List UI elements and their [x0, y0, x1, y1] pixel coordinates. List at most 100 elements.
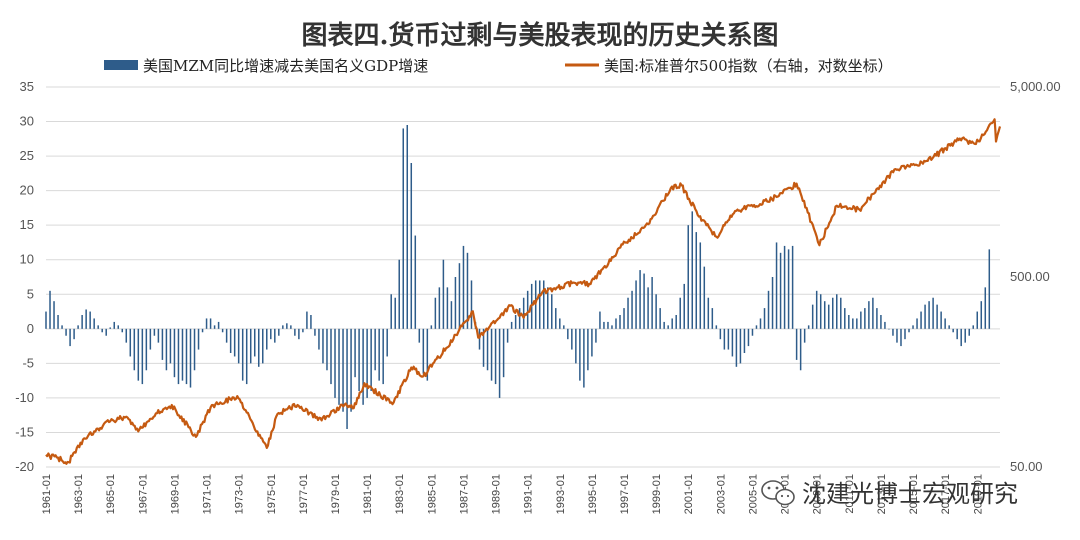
- bar-mark: [165, 328, 168, 371]
- legend-bar-label: 美国MZM同比增速减去美国名义GDP增速: [143, 57, 428, 75]
- bar-mark: [928, 301, 930, 329]
- bar-mark: [587, 328, 589, 371]
- bar-mark: [775, 242, 778, 329]
- x-tick-label: 1981-01: [362, 474, 374, 514]
- bar-mark: [233, 328, 236, 357]
- bar-mark: [848, 315, 850, 329]
- bar-mark: [462, 245, 465, 329]
- bar-mark: [350, 328, 352, 412]
- y-tick-label: 25: [20, 148, 34, 163]
- bar-mark: [727, 328, 730, 350]
- bar-mark: [731, 328, 734, 357]
- bar-mark: [145, 328, 148, 371]
- bar-mark: [675, 315, 677, 329]
- bar-mark: [274, 328, 276, 343]
- bar-mark: [241, 328, 244, 381]
- bar-mark: [358, 328, 360, 391]
- bar-mark: [450, 301, 453, 329]
- bar-mark: [286, 323, 288, 329]
- bar-mark: [306, 311, 308, 329]
- bar-mark: [342, 328, 344, 412]
- bar-mark: [502, 328, 505, 378]
- bar-mark: [627, 297, 629, 329]
- bar-mark: [85, 309, 87, 329]
- bar-series: [45, 125, 991, 429]
- bar-mark: [956, 328, 958, 340]
- x-tick-label: 1991-01: [523, 474, 535, 514]
- y-tick-label: -20: [15, 459, 34, 474]
- bar-mark: [783, 245, 786, 329]
- bar-mark: [133, 328, 136, 371]
- bar-mark: [667, 325, 669, 329]
- line-series: [45, 118, 1002, 465]
- bar-mark: [253, 328, 256, 357]
- bar-mark: [249, 328, 252, 364]
- legend-bar-swatch: [104, 60, 138, 70]
- bar-mark: [579, 328, 581, 381]
- bar-mark: [113, 321, 115, 329]
- bar-mark: [832, 297, 834, 329]
- wechat-icon: [761, 480, 795, 506]
- bar-mark: [518, 308, 521, 329]
- bar-mark: [446, 287, 449, 329]
- bar-mark: [872, 297, 874, 329]
- bar-mark: [197, 328, 200, 350]
- bar-mark: [390, 294, 392, 329]
- bar-mark: [149, 328, 152, 350]
- bar-mark: [426, 328, 429, 381]
- bar-mark: [980, 301, 983, 329]
- bar-mark: [920, 311, 922, 329]
- bar-mark: [779, 252, 782, 329]
- y-tick-label: -5: [22, 355, 34, 370]
- bar-mark: [221, 328, 224, 333]
- watermark: 沈建光博士宏观研究: [761, 480, 1018, 508]
- bar-mark: [948, 325, 950, 329]
- bar-mark: [378, 328, 380, 381]
- bar-mark: [386, 328, 388, 357]
- x-tick-label: 2019-01: [972, 474, 984, 514]
- watermark-text: 沈建光博士宏观研究: [802, 480, 1018, 508]
- bar-mark: [699, 242, 702, 329]
- x-tick-label: 1975-01: [266, 474, 278, 514]
- y-axis-left: 35 30 25 20 15 10 5 0 -5 -10 -15 -20: [15, 79, 34, 474]
- bar-mark: [314, 328, 316, 336]
- y-axis-right: 5,000.00 500.00 50.00: [1010, 79, 1061, 474]
- bar-mark: [173, 328, 176, 378]
- bar-mark: [763, 308, 766, 329]
- bar-mark: [803, 328, 806, 343]
- bar-mark: [599, 311, 601, 329]
- gridlines: [46, 86, 1000, 468]
- bar-mark: [823, 301, 826, 329]
- y2-tick-label: 500.00: [1010, 269, 1050, 284]
- x-tick-label: 1999-01: [651, 474, 663, 514]
- x-tick-label: 2001-01: [683, 474, 695, 514]
- bar-mark: [932, 297, 934, 329]
- bar-mark: [799, 328, 802, 371]
- bar-mark: [406, 125, 409, 329]
- bar-mark: [169, 328, 172, 364]
- bar-mark: [836, 294, 838, 329]
- bar-mark: [354, 328, 356, 378]
- bar-mark: [623, 308, 625, 329]
- bar-mark: [815, 290, 818, 329]
- bar-mark: [900, 328, 902, 347]
- bar-mark: [595, 328, 597, 343]
- bar-mark: [77, 325, 79, 329]
- bar-mark: [639, 270, 641, 329]
- bar-mark: [334, 328, 336, 398]
- bar-mark: [290, 325, 292, 329]
- bar-mark: [759, 318, 762, 329]
- bar-mark: [864, 308, 866, 329]
- bar-mark: [635, 280, 637, 329]
- bar-mark: [892, 328, 894, 336]
- bar-mark: [366, 328, 368, 398]
- x-tick-label: 2013-01: [876, 474, 888, 514]
- bar-mark: [185, 328, 188, 385]
- x-tick-label: 1995-01: [587, 474, 599, 514]
- bar-mark: [924, 304, 926, 329]
- bar-mark: [478, 328, 481, 350]
- bar-mark: [723, 328, 726, 350]
- bar-mark: [880, 315, 882, 329]
- bar-mark: [807, 325, 810, 329]
